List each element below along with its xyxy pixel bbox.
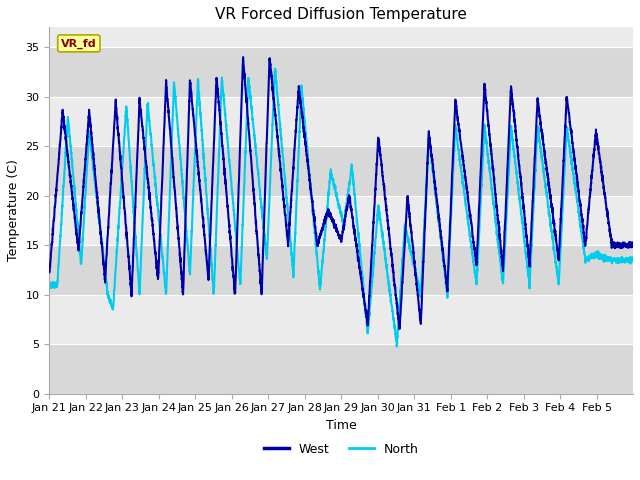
Bar [49, 195, 633, 245]
West [582, 236, 590, 242]
North [470, 262, 477, 267]
West [323, 211, 331, 217]
Y-axis label: Temperature (C): Temperature (C) [7, 159, 20, 262]
West [612, 240, 620, 246]
West [629, 243, 637, 249]
Title: VR Forced Diffusion Temperature: VR Forced Diffusion Temperature [215, 7, 467, 22]
West [291, 143, 298, 149]
West [296, 89, 303, 95]
West [239, 54, 247, 60]
Bar [49, 96, 633, 146]
North [582, 258, 590, 264]
Bar [49, 295, 633, 344]
West [45, 269, 53, 275]
North [393, 344, 401, 349]
Bar [49, 344, 633, 394]
West [396, 326, 403, 332]
North [323, 210, 331, 216]
North [271, 66, 279, 72]
Bar [49, 146, 633, 195]
North [291, 238, 298, 244]
West [470, 240, 477, 246]
North [296, 129, 303, 134]
Bar [49, 27, 633, 47]
Bar [49, 47, 633, 96]
Text: VR_fd: VR_fd [61, 38, 97, 48]
North [629, 257, 637, 263]
North [612, 256, 620, 262]
North [45, 281, 53, 287]
Line: North: North [49, 69, 633, 347]
Line: West: West [49, 57, 633, 329]
X-axis label: Time: Time [326, 419, 356, 432]
Legend: West, North: West, North [259, 438, 424, 461]
Bar [49, 245, 633, 295]
